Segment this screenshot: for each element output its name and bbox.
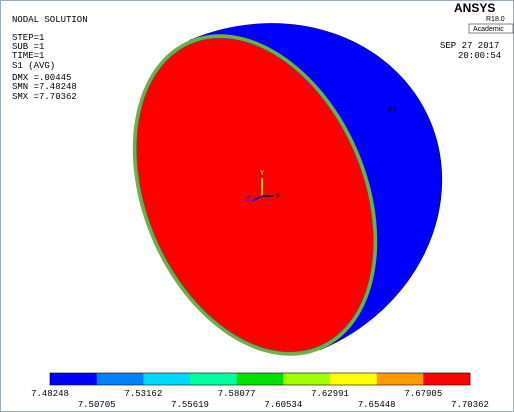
legend-swatch [423, 373, 470, 385]
legend-label: 7.55619 [171, 400, 209, 410]
time: 20:00:54 [458, 51, 501, 61]
max-marker: MX [388, 107, 397, 115]
legend-swatch [143, 373, 190, 385]
legend-swatch [237, 373, 284, 385]
legend-swatch [377, 373, 424, 385]
legend-swatch [97, 373, 144, 385]
title: NODAL SOLUTION [12, 15, 88, 25]
info-line: SMN =7.48248 [12, 82, 77, 92]
legend-swatch [283, 373, 330, 385]
legend-label: 7.48248 [31, 389, 69, 399]
legend-swatch [50, 373, 97, 385]
legend-swatch [330, 373, 377, 385]
legend-label: 7.60534 [264, 400, 302, 410]
info-line: S1 (AVG) [12, 61, 55, 71]
release: R18.0 [486, 16, 505, 23]
ansys-viewport: Y X Z MX NODAL SOLUTION STEP=1SUB =1TIME… [0, 0, 514, 412]
legend-label: 7.70362 [451, 400, 489, 410]
info-line: TIME=1 [12, 51, 44, 61]
edition: Academic [473, 26, 504, 33]
legend-label: 7.65448 [358, 400, 396, 410]
triad-z-label: Z [246, 196, 250, 204]
info-line: SMX =7.70362 [12, 92, 77, 102]
legend-swatch [190, 373, 237, 385]
legend-label: 7.62991 [311, 389, 349, 399]
legend-label: 7.58077 [218, 389, 256, 399]
legend-label: 7.50705 [78, 400, 116, 410]
legend-label: 7.53162 [124, 389, 162, 399]
brand-name: ANSYS [454, 1, 495, 15]
legend-label: 7.67905 [404, 389, 442, 399]
date: SEP 27 2017 [440, 41, 499, 51]
